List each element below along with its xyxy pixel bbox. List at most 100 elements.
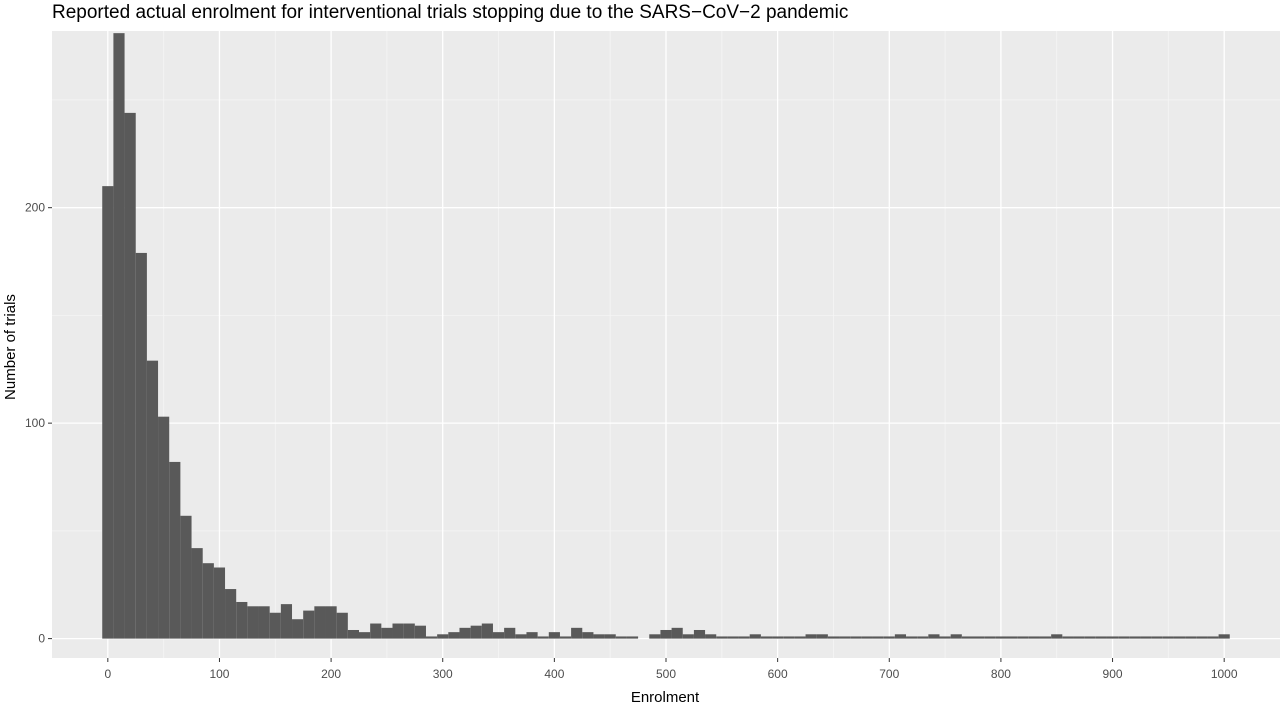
histogram-bar [158, 416, 170, 639]
histogram-bar [314, 606, 326, 639]
histogram-bar [738, 636, 750, 639]
histogram-bar [727, 636, 739, 639]
y-tick-label: 100 [25, 416, 45, 430]
histogram-bar [258, 606, 270, 639]
histogram-bar [939, 636, 951, 639]
histogram-bar [392, 623, 404, 639]
histogram-bar [359, 632, 371, 639]
histogram-bar [760, 636, 773, 639]
histogram-bar [682, 634, 694, 639]
histogram-bar [269, 612, 281, 639]
histogram-bar [537, 636, 549, 639]
histogram-bar [649, 634, 661, 639]
histogram-bar [180, 515, 192, 639]
y-tick-label: 0 [38, 632, 45, 646]
histogram-bar [894, 634, 907, 639]
histogram-bar [693, 629, 706, 639]
histogram-bar [1062, 636, 1074, 639]
x-tick-label: 400 [544, 667, 564, 681]
histogram-bar [381, 627, 393, 639]
histogram-bar [347, 629, 359, 639]
histogram-bar [805, 634, 817, 639]
histogram-bar [102, 186, 114, 639]
histogram-bar [705, 634, 717, 639]
x-axis-ticks: 0 100 200 300 400 500 600 700 800 900 1000 [104, 658, 1238, 681]
histogram-bar [1218, 634, 1230, 639]
histogram-bar [135, 252, 147, 639]
histogram-bar [448, 632, 460, 639]
histogram-bar [225, 589, 237, 639]
x-tick-label: 0 [104, 667, 111, 681]
histogram-bar [872, 636, 884, 639]
histogram-bar [1039, 636, 1052, 639]
histogram-bar [124, 112, 136, 639]
histogram-bar [414, 625, 426, 639]
histogram-bar [917, 636, 929, 639]
histogram-bar [827, 636, 840, 639]
histogram-bar [1129, 636, 1141, 639]
histogram-bar [481, 623, 493, 639]
x-axis-title: Enrolment [631, 689, 700, 706]
histogram-bar [1207, 636, 1219, 639]
histogram-bar [146, 360, 159, 639]
y-axis-ticks: 0 100 200 [25, 201, 52, 646]
histogram-bar [1185, 636, 1197, 639]
histogram-bar [113, 33, 125, 639]
histogram-bar [280, 604, 293, 639]
x-tick-label: 700 [879, 667, 899, 681]
histogram-bar [515, 634, 527, 639]
histogram-bar [1095, 636, 1107, 639]
histogram-bar [303, 610, 315, 639]
histogram-bar [749, 634, 761, 639]
histogram-bar [604, 634, 616, 639]
x-tick-label: 200 [321, 667, 341, 681]
histogram-bar [593, 634, 605, 639]
histogram-bar [1106, 636, 1119, 639]
histogram-bar [1196, 636, 1208, 639]
histogram-bar [883, 636, 895, 639]
histogram-bar [660, 629, 672, 639]
histogram-bar [1173, 636, 1186, 639]
chart-title: Reported actual enrolment for interventi… [52, 2, 848, 23]
x-tick-label: 300 [433, 667, 453, 681]
histogram-bar [571, 627, 583, 639]
histogram-bar [1051, 634, 1063, 639]
histogram-bar [582, 632, 594, 639]
histogram-bar [425, 636, 438, 639]
histogram-bar [236, 601, 248, 639]
histogram-bar [1073, 636, 1085, 639]
histogram-bar [504, 627, 516, 639]
x-tick-label: 900 [1103, 667, 1123, 681]
histogram-bar [370, 623, 382, 639]
histogram-bar [1028, 636, 1040, 639]
histogram-bar [169, 461, 181, 639]
histogram-bar [325, 606, 337, 639]
histogram-bar [470, 625, 482, 639]
histogram-bar [973, 636, 985, 639]
histogram-bar [783, 636, 795, 639]
histogram-bar [995, 636, 1007, 639]
histogram-bar [526, 632, 538, 639]
histogram-bar [626, 636, 639, 639]
histogram-bar [437, 634, 449, 639]
histogram-bar [559, 636, 572, 639]
histogram-bar [1151, 636, 1163, 639]
histogram-bar [202, 563, 214, 639]
histogram-bar [1017, 636, 1029, 639]
y-tick-label: 200 [25, 201, 45, 215]
x-tick-label: 600 [768, 667, 788, 681]
histogram-bar [1140, 636, 1152, 639]
histogram-bar [850, 636, 862, 639]
histogram-bar [716, 636, 728, 639]
histogram-bar [459, 627, 471, 639]
x-tick-label: 1000 [1211, 667, 1238, 681]
histogram-bar [492, 632, 505, 639]
y-axis-title: Number of trials [2, 294, 19, 400]
histogram-bar [1162, 636, 1174, 639]
x-tick-label: 500 [656, 667, 676, 681]
histogram-bar [984, 636, 996, 639]
histogram-bar [191, 548, 203, 639]
histogram-bar [906, 636, 918, 639]
histogram-bar [772, 636, 784, 639]
histogram-bar [1006, 636, 1018, 639]
